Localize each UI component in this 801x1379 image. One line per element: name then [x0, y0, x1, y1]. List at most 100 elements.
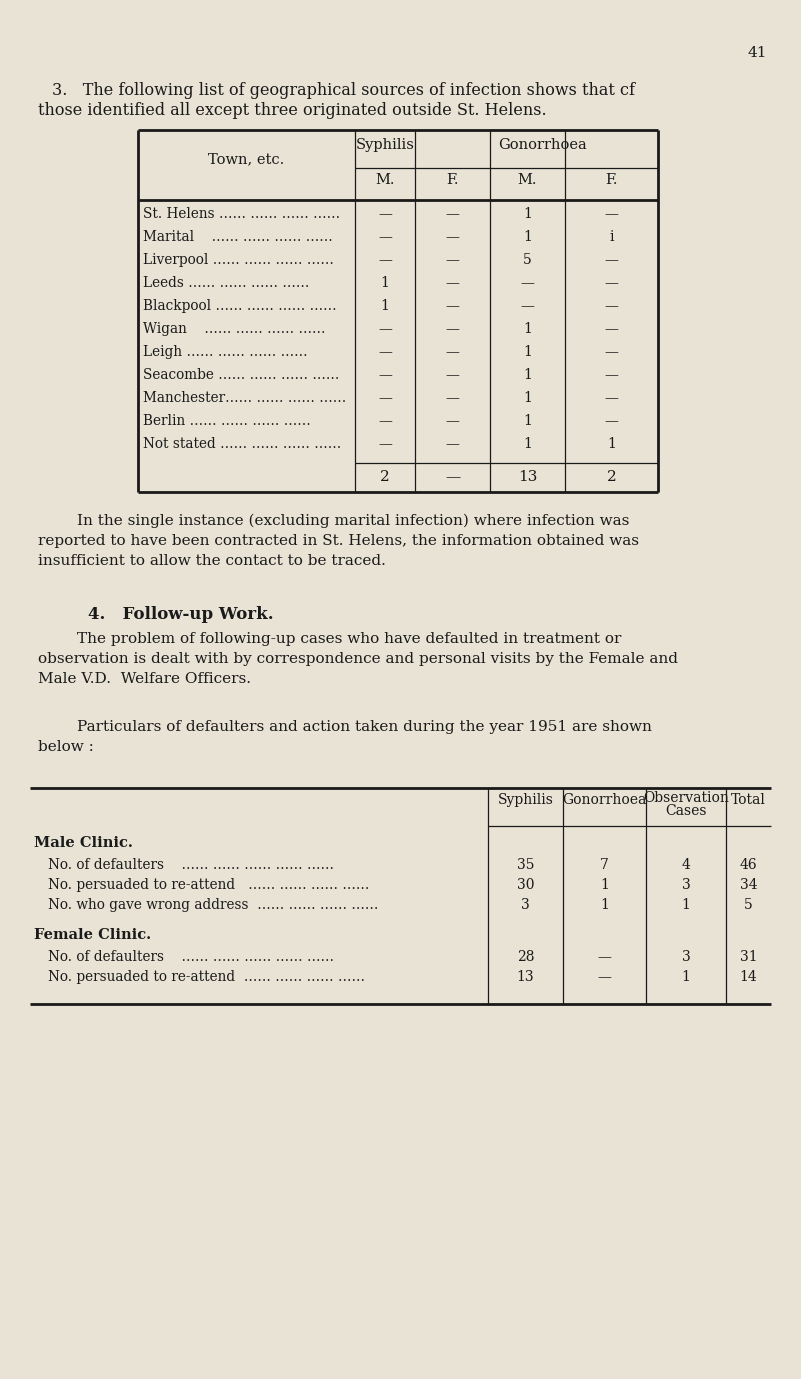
- Text: 34: 34: [739, 878, 757, 892]
- Text: 1: 1: [682, 969, 690, 985]
- Text: —: —: [445, 252, 460, 268]
- Text: 1: 1: [380, 299, 389, 313]
- Text: 1: 1: [523, 368, 532, 382]
- Text: Manchester…… …… …… ……: Manchester…… …… …… ……: [143, 392, 346, 405]
- Text: —: —: [605, 392, 618, 405]
- Text: 5: 5: [744, 898, 753, 912]
- Text: 1: 1: [600, 898, 609, 912]
- Text: 3: 3: [521, 898, 530, 912]
- Text: 46: 46: [739, 858, 757, 872]
- Text: Syphilis: Syphilis: [356, 138, 414, 152]
- Text: M.: M.: [517, 172, 537, 188]
- Text: Male V.D.  Welfare Officers.: Male V.D. Welfare Officers.: [38, 672, 251, 685]
- Text: 3.   The following list of geographical sources of infection shows that cf: 3. The following list of geographical so…: [52, 81, 635, 99]
- Text: 3: 3: [682, 878, 690, 892]
- Text: Total: Total: [731, 793, 766, 807]
- Text: In the single instance (excluding marital infection) where infection was: In the single instance (excluding marita…: [38, 514, 630, 528]
- Text: —: —: [605, 252, 618, 268]
- Text: Gonorrhoea: Gonorrhoea: [498, 138, 587, 152]
- Text: Liverpool …… …… …… ……: Liverpool …… …… …… ……: [143, 252, 334, 268]
- Text: —: —: [605, 345, 618, 359]
- Text: insufficient to allow the contact to be traced.: insufficient to allow the contact to be …: [38, 554, 386, 568]
- Text: Syphilis: Syphilis: [497, 793, 553, 807]
- Text: below :: below :: [38, 741, 94, 754]
- Text: —: —: [378, 437, 392, 451]
- Text: Observation: Observation: [643, 792, 729, 805]
- Text: —: —: [378, 323, 392, 336]
- Text: 1: 1: [380, 276, 389, 290]
- Text: 13: 13: [517, 969, 534, 985]
- Text: —: —: [378, 414, 392, 427]
- Text: 1: 1: [523, 323, 532, 336]
- Text: 1: 1: [523, 392, 532, 405]
- Text: 1: 1: [600, 878, 609, 892]
- Text: Berlin …… …… …… ……: Berlin …… …… …… ……: [143, 414, 311, 427]
- Text: 1: 1: [607, 437, 616, 451]
- Text: —: —: [445, 437, 460, 451]
- Text: —: —: [378, 345, 392, 359]
- Text: —: —: [598, 950, 611, 964]
- Text: 4: 4: [682, 858, 690, 872]
- Text: —: —: [598, 969, 611, 985]
- Text: 5: 5: [523, 252, 532, 268]
- Text: —: —: [445, 299, 460, 313]
- Text: —: —: [378, 368, 392, 382]
- Text: —: —: [521, 299, 534, 313]
- Text: —: —: [445, 414, 460, 427]
- Text: Marital    …… …… …… ……: Marital …… …… …… ……: [143, 230, 332, 244]
- Text: No. persuaded to re-attend   …… …… …… ……: No. persuaded to re-attend …… …… …… ……: [48, 878, 369, 892]
- Text: 1: 1: [682, 898, 690, 912]
- Text: 1: 1: [523, 230, 532, 244]
- Text: observation is dealt with by correspondence and personal visits by the Female an: observation is dealt with by corresponde…: [38, 652, 678, 666]
- Text: 14: 14: [739, 969, 758, 985]
- Text: No. of defaulters    …… …… …… …… ……: No. of defaulters …… …… …… …… ……: [48, 950, 334, 964]
- Text: —: —: [445, 345, 460, 359]
- Text: 1: 1: [523, 437, 532, 451]
- Text: —: —: [605, 414, 618, 427]
- Text: Gonorrhoea: Gonorrhoea: [562, 793, 646, 807]
- Text: those identified all except three originated outside St. Helens.: those identified all except three origin…: [38, 102, 546, 119]
- Text: F.: F.: [606, 172, 618, 188]
- Text: Leeds …… …… …… ……: Leeds …… …… …… ……: [143, 276, 309, 290]
- Text: 3: 3: [682, 950, 690, 964]
- Text: Cases: Cases: [666, 804, 706, 818]
- Text: No. of defaulters    …… …… …… …… ……: No. of defaulters …… …… …… …… ……: [48, 858, 334, 872]
- Text: —: —: [378, 252, 392, 268]
- Text: Female Clinic.: Female Clinic.: [34, 928, 151, 942]
- Text: —: —: [445, 276, 460, 290]
- Text: —: —: [378, 207, 392, 221]
- Text: —: —: [445, 323, 460, 336]
- Text: 2: 2: [380, 470, 390, 484]
- Text: —: —: [445, 470, 460, 484]
- Text: 2: 2: [606, 470, 617, 484]
- Text: 41: 41: [748, 46, 767, 61]
- Text: Not stated …… …… …… ……: Not stated …… …… …… ……: [143, 437, 341, 451]
- Text: —: —: [445, 230, 460, 244]
- Text: F.: F.: [446, 172, 459, 188]
- Text: —: —: [605, 323, 618, 336]
- Text: —: —: [445, 368, 460, 382]
- Text: 1: 1: [523, 414, 532, 427]
- Text: Leigh …… …… …… ……: Leigh …… …… …… ……: [143, 345, 308, 359]
- Text: —: —: [378, 392, 392, 405]
- Text: Male Clinic.: Male Clinic.: [34, 836, 133, 849]
- Text: 35: 35: [517, 858, 534, 872]
- Text: St. Helens …… …… …… ……: St. Helens …… …… …… ……: [143, 207, 340, 221]
- Text: i: i: [610, 230, 614, 244]
- Text: 28: 28: [517, 950, 534, 964]
- Text: —: —: [521, 276, 534, 290]
- Text: —: —: [445, 207, 460, 221]
- Text: M.: M.: [375, 172, 395, 188]
- Text: 1: 1: [523, 345, 532, 359]
- Text: No. who gave wrong address  …… …… …… ……: No. who gave wrong address …… …… …… ……: [48, 898, 378, 912]
- Text: —: —: [378, 230, 392, 244]
- Text: Town, etc.: Town, etc.: [208, 152, 284, 165]
- Text: —: —: [605, 299, 618, 313]
- Text: 30: 30: [517, 878, 534, 892]
- Text: Seacombe …… …… …… ……: Seacombe …… …… …… ……: [143, 368, 340, 382]
- Text: 1: 1: [523, 207, 532, 221]
- Text: No. persuaded to re-attend  …… …… …… ……: No. persuaded to re-attend …… …… …… ……: [48, 969, 365, 985]
- Text: —: —: [605, 368, 618, 382]
- Text: Blackpool …… …… …… ……: Blackpool …… …… …… ……: [143, 299, 336, 313]
- Text: —: —: [445, 392, 460, 405]
